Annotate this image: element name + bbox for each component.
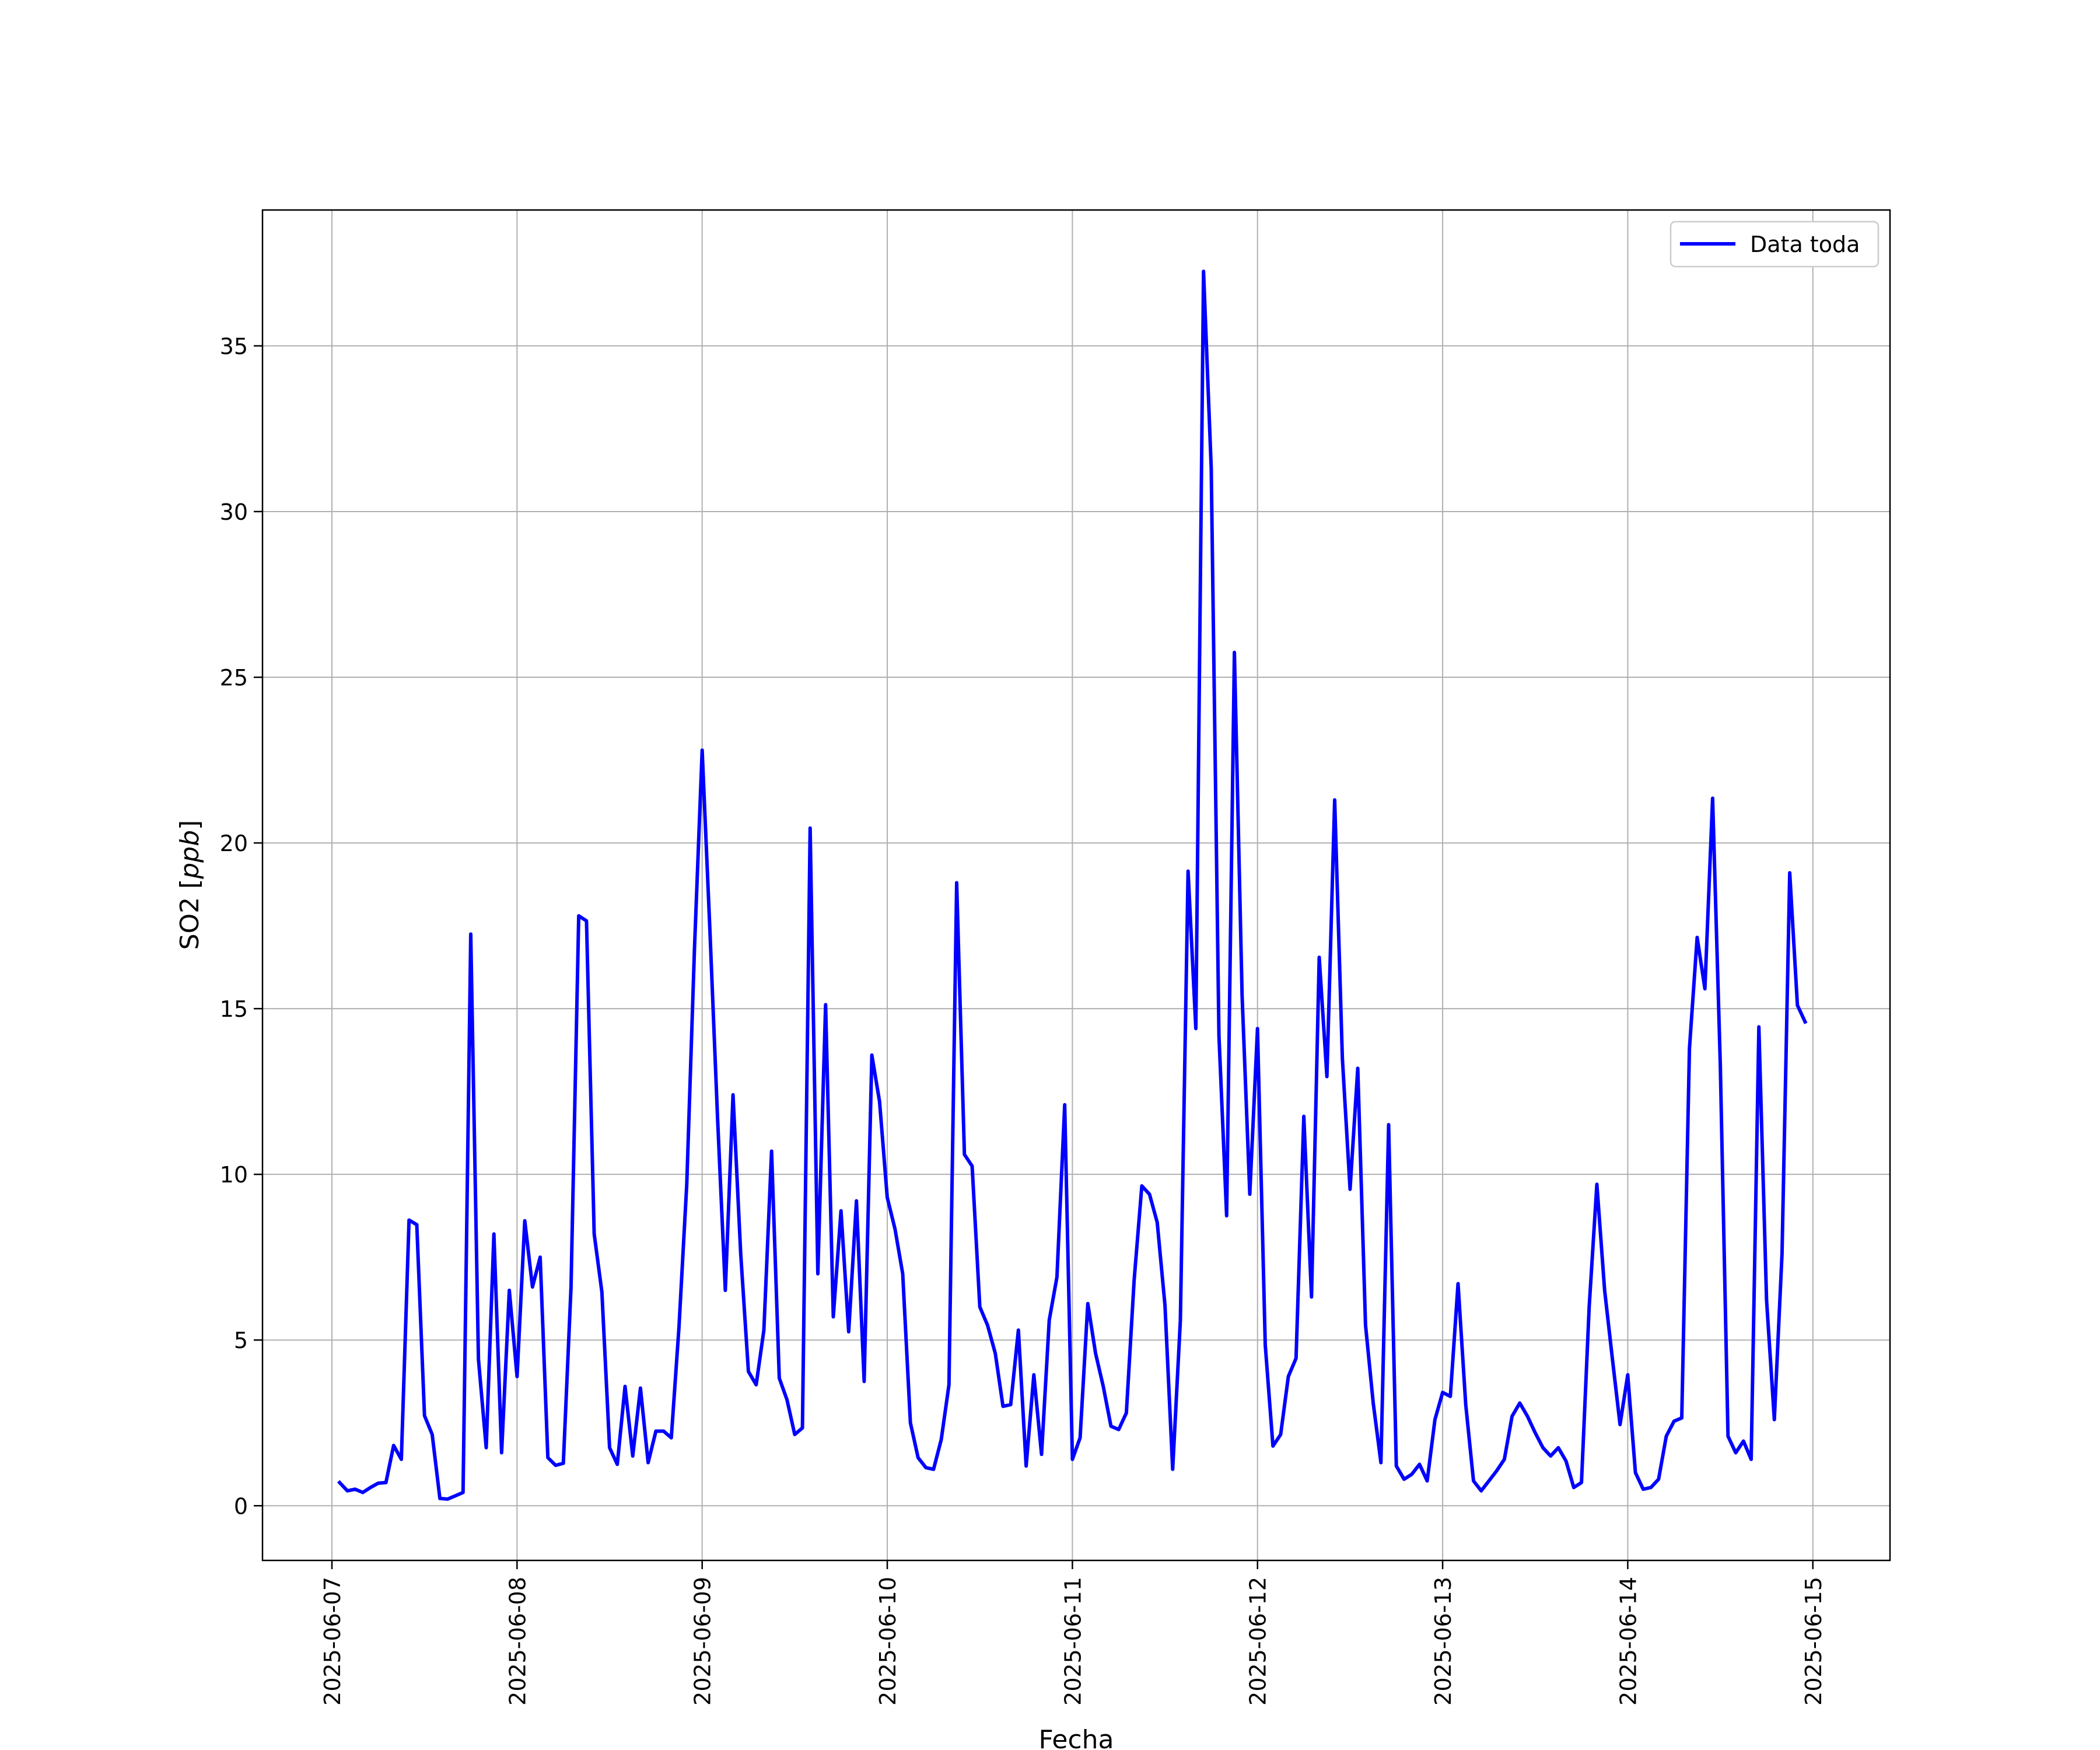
- y-axis-label-text: SO2: [175, 897, 205, 950]
- x-tick-label: 2025-06-11: [1060, 1577, 1086, 1706]
- legend: Data toda: [1670, 220, 1880, 268]
- y-tick-label: 25: [220, 665, 248, 691]
- y-axis-label-unit: ppb: [175, 830, 205, 880]
- y-tick-label: 15: [220, 996, 248, 1022]
- x-axis-label: Fecha: [1038, 1725, 1114, 1750]
- legend-frame: [1670, 220, 1880, 268]
- x-tick-label: 2025-06-12: [1245, 1577, 1271, 1706]
- x-tick-label: 2025-06-15: [1801, 1577, 1826, 1706]
- series-line-0: [337, 270, 1808, 1501]
- y-tick-label: 0: [234, 1493, 248, 1519]
- x-tick-label: 2025-06-10: [875, 1577, 901, 1706]
- y-tick-label: 30: [220, 499, 248, 525]
- y-tick-label: 10: [220, 1162, 248, 1188]
- grid: [262, 210, 1890, 1560]
- y-tick-label: 5: [234, 1328, 248, 1353]
- legend-entry-label: Data toda: [1750, 232, 1860, 257]
- y-tick-label: 35: [220, 334, 248, 359]
- plot-frame: [261, 209, 1891, 1562]
- x-tick-label: 2025-06-13: [1430, 1577, 1456, 1706]
- series-layer: [337, 270, 1808, 1501]
- x-tick-label: 2025-06-07: [320, 1577, 345, 1706]
- x-tick-label: 2025-06-09: [690, 1577, 716, 1706]
- y-axis-label: SO2 [ppb]: [175, 820, 205, 950]
- y-axis: 0 5 10 15 20 25 30 35: [220, 334, 262, 1519]
- x-axis: 2025-06-07 2025-06-08 2025-06-09 2025-06-10…: [320, 1560, 1826, 1706]
- y-tick-label: 20: [220, 831, 248, 856]
- x-tick-label: 2025-06-08: [505, 1577, 530, 1706]
- x-tick-label: 2025-06-14: [1615, 1577, 1641, 1706]
